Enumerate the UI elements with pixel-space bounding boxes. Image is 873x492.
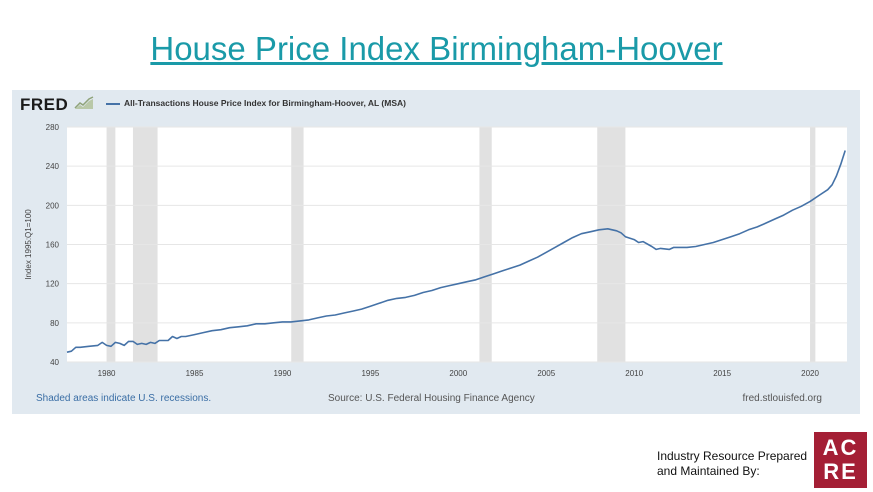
x-tick-label-4: 2000 [449,369,467,378]
x-tick-label-1: 1985 [186,369,204,378]
credit-line-1: Industry Resource Prepared [657,449,808,463]
acre-logo-row-1: AC [822,435,859,460]
legend-line [106,103,120,105]
x-tick-label-0: 1980 [98,369,116,378]
x-tick-label-6: 2010 [625,369,643,378]
x-tick-label-7: 2015 [713,369,731,378]
recession-note: Shaded areas indicate U.S. recessions. [36,393,212,404]
y-tick-label-3: 160 [46,241,60,250]
acre-logo: AC RE [814,432,867,488]
line-chart: 40 80 120 160 200 240 280 1980 1985 1990 1995 2000 2… [24,123,847,378]
fred-logo: FRED [20,95,69,114]
y-axis-label: Index 1995:Q1=100 [24,209,33,280]
x-tick-label-2: 1990 [274,369,292,378]
slide-title: House Price Index Birmingham-Hoover [150,30,723,67]
credit-line-2: and Maintained By: [657,464,760,478]
x-tick-label-5: 2005 [537,369,555,378]
series-line [66,150,846,353]
acre-logo-row-2: RE [823,459,858,484]
credit-text: Industry Resource Prepared and Maintaine… [657,449,807,479]
y-tick-label-0: 40 [50,358,59,367]
y-tick-label-2: 120 [46,280,60,289]
y-tick-label-4: 200 [46,201,60,210]
chart-title: All-Transactions House Price Index for B… [124,98,406,108]
source-note: Source: U.S. Federal Housing Finance Age… [328,393,535,404]
x-tick-label-3: 1995 [361,369,379,378]
x-tick-label-8: 2020 [801,369,819,378]
y-tick-label-6: 280 [46,123,60,132]
fred-url[interactable]: fred.stlouisfed.org [742,393,823,404]
y-tick-label-5: 240 [46,162,60,171]
y-tick-label-1: 80 [50,319,59,328]
fred-chart-panel: FRED All-Transactions House Price Index … [12,90,860,414]
fred-graph-icon [74,96,94,109]
